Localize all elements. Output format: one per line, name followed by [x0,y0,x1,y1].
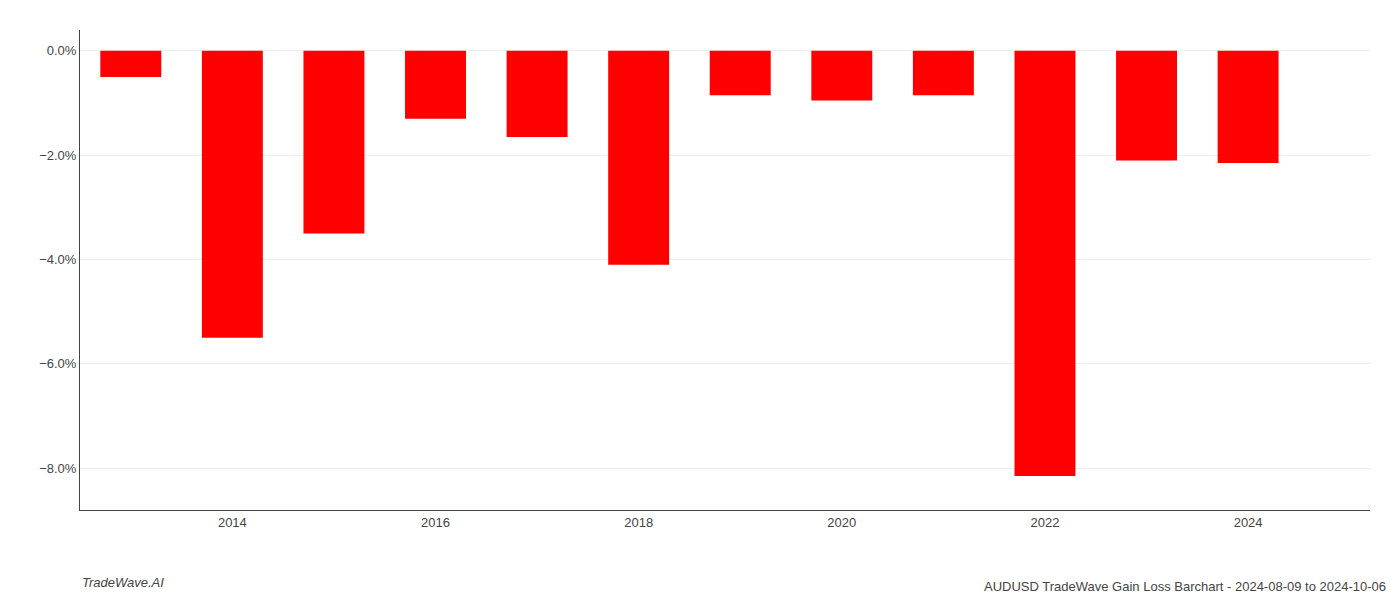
svg-text:2014: 2014 [218,515,247,530]
svg-text:−2.0%: −2.0% [39,148,77,163]
svg-text:2022: 2022 [1030,515,1059,530]
svg-text:0.0%: 0.0% [47,43,77,58]
svg-text:2024: 2024 [1234,515,1263,530]
svg-text:2018: 2018 [624,515,653,530]
svg-text:2016: 2016 [421,515,450,530]
svg-text:AUDUSD TradeWave Gain Loss Bar: AUDUSD TradeWave Gain Loss Barchart - 20… [984,579,1386,594]
svg-text:TradeWave.AI: TradeWave.AI [82,575,164,590]
svg-text:−8.0%: −8.0% [39,461,77,476]
svg-text:−6.0%: −6.0% [39,356,77,371]
svg-text:2020: 2020 [827,515,856,530]
svg-text:−4.0%: −4.0% [39,252,77,267]
